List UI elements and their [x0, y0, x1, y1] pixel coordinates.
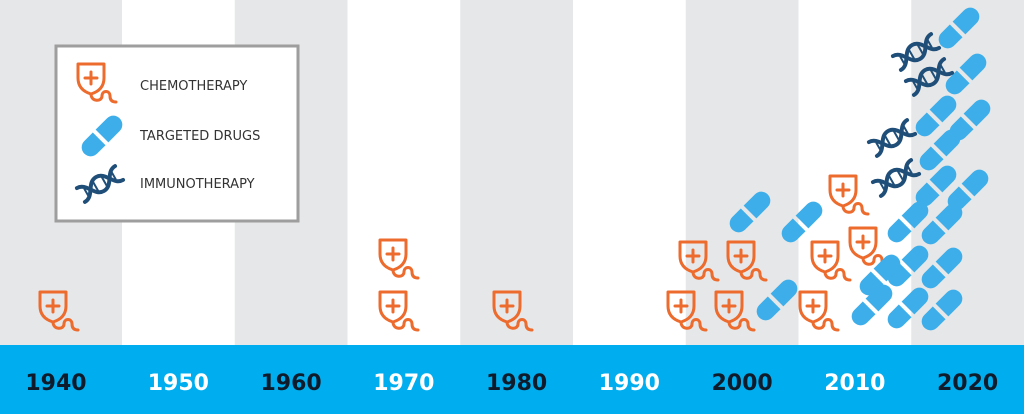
legend-iv-bag-icon: [76, 62, 118, 104]
year-labels: 1940 1950 1960 1970 1980 1990 2000 2010 2020: [25, 371, 998, 396]
chemotherapy-icon-2010-1: [828, 174, 870, 216]
chemotherapy-icon-1980-1: [492, 290, 534, 332]
targeted-icon-2020-11: [921, 289, 963, 331]
targeted-icon-2000-1: [729, 191, 771, 233]
year-label-1950: 1950: [148, 371, 209, 396]
legend-label-immunotherapy: IMMUNOTHERAPY: [140, 177, 255, 192]
immunotherapy-icon-2020-4: [870, 158, 922, 198]
icon-layer: [38, 7, 991, 332]
year-label-2000: 2000: [712, 371, 773, 396]
chemotherapy-icon-2000-3: [666, 290, 708, 332]
targeted-icon-2010-2: [851, 284, 893, 326]
band-1980: [460, 0, 573, 345]
targeted-icon-2020-10: [887, 287, 929, 329]
chemotherapy-icon-1970-2: [378, 290, 420, 332]
targeted-icon-2020-1: [938, 7, 980, 49]
targeted-icon-2020-12: [859, 254, 901, 296]
chemotherapy-icon-2000-1: [678, 240, 720, 282]
targeted-icon-2020-5: [915, 165, 957, 207]
year-label-1960: 1960: [261, 371, 322, 396]
targeted-icon-2010-1: [781, 201, 823, 243]
targeted-icon-2020-13: [949, 99, 991, 141]
chemotherapy-icon-2010-4: [798, 290, 840, 332]
targeted-icon-2020-6: [887, 201, 929, 243]
year-label-2010: 2010: [824, 371, 885, 396]
immunotherapy-icon-2020-3: [866, 118, 918, 158]
immunotherapy-icon-2020-2: [903, 57, 955, 97]
legend-label-chemotherapy: CHEMOTHERAPY: [140, 79, 247, 94]
year-label-1970: 1970: [373, 371, 434, 396]
immunotherapy-icon-2020-1: [890, 32, 942, 72]
targeted-icon-2020-3: [915, 95, 957, 137]
band-2020: [911, 0, 1024, 345]
timeline-bar: [0, 345, 1024, 414]
targeted-icon-2020-7: [921, 203, 963, 245]
chemotherapy-icon-1940-1: [38, 290, 80, 332]
targeted-icon-2000-2: [756, 279, 798, 321]
legend-dna-icon: [74, 164, 126, 204]
year-label-2020: 2020: [937, 371, 998, 396]
targeted-icon-2020-14: [947, 169, 989, 211]
year-label-1940: 1940: [25, 371, 86, 396]
year-label-1980: 1980: [486, 371, 547, 396]
legend-label-targeted: TARGETED DRUGS: [139, 129, 260, 144]
chemotherapy-icon-2010-3: [810, 240, 852, 282]
targeted-icon-2020-2: [945, 53, 987, 95]
year-label-1990: 1990: [599, 371, 660, 396]
chemotherapy-icon-2000-4: [714, 290, 756, 332]
band-1990: [573, 0, 686, 345]
targeted-icon-2020-9: [921, 247, 963, 289]
chemotherapy-icon-2000-2: [726, 240, 768, 282]
chemotherapy-icon-1970-1: [378, 238, 420, 280]
band-1970: [347, 0, 461, 345]
legend: CHEMOTHERAPY TARGETED DRUGS IMMUNOTHERAPY: [54, 44, 300, 223]
legend-capsule-icon: [81, 115, 123, 157]
